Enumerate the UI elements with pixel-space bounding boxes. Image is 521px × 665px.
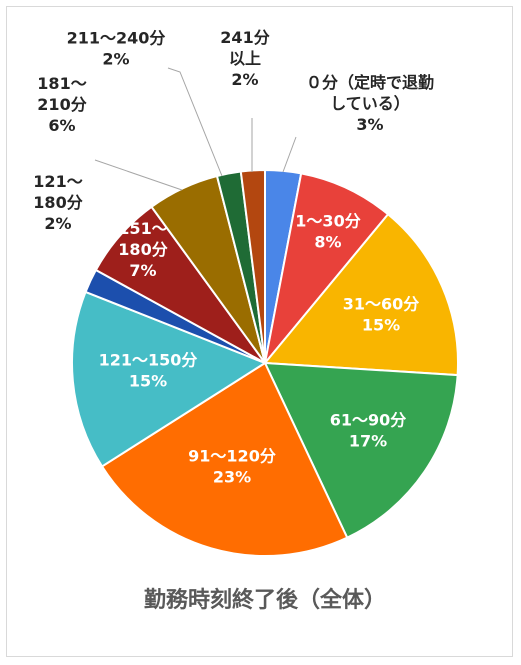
- pie-slice: [264, 172, 390, 364]
- slice-label: 91～120分: [188, 447, 276, 466]
- slice-label: 15%: [129, 372, 167, 391]
- slice-label: 180分: [33, 193, 82, 212]
- slice-label: 8%: [314, 233, 341, 252]
- slice-label: 2%: [102, 50, 129, 69]
- slice-label: 23%: [213, 468, 251, 487]
- slice-label: 2%: [231, 70, 258, 89]
- leader-line: [94, 159, 183, 191]
- slice-label: 180分: [118, 240, 167, 259]
- slice-label: 241分: [220, 28, 269, 47]
- slice-label: 6%: [48, 116, 75, 135]
- slice-label: 211～240分: [67, 29, 166, 48]
- pie-slice: [262, 212, 459, 377]
- slice-label: している）: [330, 94, 410, 113]
- slice-label: 以上: [229, 49, 261, 68]
- slice-label: 151～: [118, 219, 167, 238]
- slice-label: 121～: [33, 172, 82, 191]
- pie-slice: [100, 361, 349, 557]
- slice-label: 61～90分: [330, 411, 407, 430]
- leader-lines: [94, 67, 297, 191]
- slice-label: 181～: [37, 74, 86, 93]
- pie-slice: [239, 168, 266, 364]
- pie-slice: [71, 290, 268, 468]
- pie-slice: [263, 361, 459, 539]
- slice-label: 17%: [349, 432, 387, 451]
- slice-label: 7%: [129, 261, 156, 280]
- leader-line: [167, 67, 223, 177]
- slice-label: 2%: [44, 214, 71, 233]
- slice-label: 3%: [356, 115, 383, 134]
- pie-slices: [71, 168, 459, 557]
- slice-label: 121～150分: [99, 351, 198, 370]
- leader-line: [282, 136, 297, 173]
- slice-label: 210分: [37, 95, 86, 114]
- slice-label: 1～30分: [295, 212, 360, 231]
- slice-label: 31～60分: [343, 295, 420, 314]
- chart-title: 勤務時刻終了後（全体）: [144, 587, 386, 613]
- slice-label: 15%: [362, 316, 400, 335]
- slice-label: ０分（定時で退勤: [306, 73, 434, 92]
